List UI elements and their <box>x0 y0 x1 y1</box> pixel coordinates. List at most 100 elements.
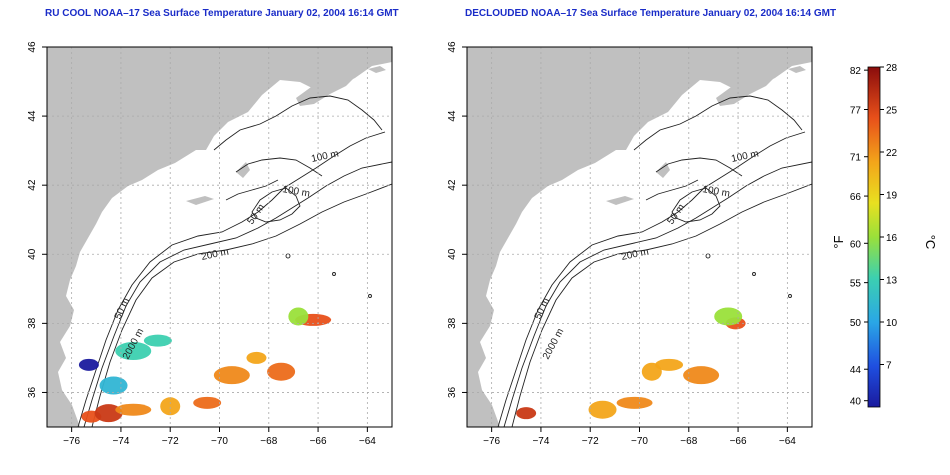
island-long-island <box>186 196 214 205</box>
sst-patch <box>516 407 537 420</box>
colorbar-c-tick-label: 19 <box>886 191 898 202</box>
y-tick-label: 44 <box>447 110 458 122</box>
colorbar-c-tick-label: 13 <box>886 276 898 287</box>
sst-patch <box>246 351 267 364</box>
sst-patch <box>213 366 250 385</box>
colorbar-celsius-ticks: 28 25 22 19 16 13 10 7 <box>880 63 898 372</box>
contour-georges-bank <box>671 187 721 223</box>
y-tick-label: 40 <box>27 248 38 260</box>
axes-right: −76 −74 −72 −70 −68 −66 −64 36 38 40 42 44 46 <box>447 41 796 447</box>
y-tick-label: 38 <box>27 317 38 329</box>
x-tick-label: −74 <box>112 436 129 447</box>
sst-patch <box>115 342 152 360</box>
y-tick-label: 36 <box>27 386 38 398</box>
sst-patch <box>267 362 296 381</box>
contour-georges-bank <box>251 187 301 223</box>
y-tick-label: 38 <box>447 317 458 329</box>
contour-shelf <box>645 179 699 201</box>
sst-patch <box>288 307 309 326</box>
bathymetry-contours <box>497 95 812 427</box>
colorbar-f-tick-label: 66 <box>850 192 862 203</box>
colorbar-fahrenheit-label: °F <box>831 235 846 248</box>
y-tick-label: 46 <box>447 41 458 53</box>
contour-gulf-of-maine <box>633 95 803 151</box>
colorbar-c-tick-label: 7 <box>886 361 892 372</box>
colorbar-f-tick-label: 77 <box>850 106 862 117</box>
sst-patch <box>588 400 617 419</box>
contour-200m <box>83 161 392 427</box>
colorbar-f-tick-label: 50 <box>850 318 862 329</box>
sst-patches <box>516 307 746 420</box>
colorbar-f-tick-label: 55 <box>850 279 862 290</box>
island-sable <box>368 66 386 73</box>
sst-patch <box>99 376 128 395</box>
contour-2000m <box>91 183 392 427</box>
colorbar-c-tick-label: 28 <box>886 63 898 74</box>
colorbar-f-tick-label: 40 <box>850 397 862 408</box>
y-tick-label: 40 <box>447 248 458 260</box>
sst-patches <box>78 307 332 423</box>
y-tick-label: 44 <box>27 110 38 122</box>
axes-left: −76 −74 −72 −70 −68 −66 −64 36 38 40 42 44 46 <box>27 41 376 447</box>
y-tick-label: 42 <box>27 179 38 191</box>
colorbar-c-tick-label: 25 <box>886 106 898 117</box>
temperature-colorbar: 82 77 71 66 60 55 50 44 40 28 25 22 19 16 13 10 7 °F °C <box>831 63 938 408</box>
contour-200m <box>503 161 812 427</box>
x-tick-label: −64 <box>359 436 376 447</box>
x-tick-label: −68 <box>680 436 697 447</box>
graticule <box>47 47 392 427</box>
sst-patch <box>143 334 172 347</box>
cape-cod <box>656 162 670 178</box>
x-tick-label: −68 <box>260 436 277 447</box>
y-tick-label: 36 <box>447 386 458 398</box>
x-tick-label: −72 <box>162 436 179 447</box>
y-tick-label: 46 <box>27 41 38 53</box>
contour-inner <box>655 157 743 177</box>
colorbar-f-tick-label: 82 <box>850 66 862 77</box>
colorbar-fahrenheit-ticks: 82 77 71 66 60 55 50 44 40 <box>850 66 868 408</box>
sst-patch <box>714 307 743 326</box>
bathymetry-contours <box>77 95 392 427</box>
colorbar-gradient <box>867 66 881 408</box>
sst-patch <box>655 358 684 371</box>
contour-label-100m: 100 m <box>701 184 730 200</box>
contour-shelf <box>225 179 279 201</box>
contour-50m <box>77 131 386 427</box>
colorbar-c-tick-label: 22 <box>886 148 898 159</box>
contour-gulf-of-maine <box>213 95 383 151</box>
contour-inner <box>235 157 323 177</box>
map-title-left: RU COOL NOAA–17 Sea Surface Temperature … <box>45 8 399 19</box>
x-tick-label: −72 <box>582 436 599 447</box>
colorbar-f-tick-label: 71 <box>850 153 862 164</box>
sst-patch <box>616 396 653 409</box>
colorbar-c-tick-label: 10 <box>886 318 898 329</box>
sst-patch <box>683 366 720 385</box>
x-tick-label: −70 <box>211 436 228 447</box>
colorbar-f-tick-label: 44 <box>850 365 862 376</box>
sst-patch <box>193 396 222 409</box>
island-sable <box>788 66 806 73</box>
x-tick-label: −74 <box>532 436 549 447</box>
colorbar-f-tick-label: 60 <box>850 239 862 250</box>
x-tick-label: −66 <box>310 436 327 447</box>
x-tick-label: −64 <box>779 436 796 447</box>
contour-label-100m: 100 m <box>281 184 310 200</box>
land-mass <box>467 47 812 427</box>
land-mass <box>47 47 392 427</box>
contour-2000m <box>511 183 812 427</box>
colorbar-c-tick-label: 16 <box>886 233 898 244</box>
x-tick-label: −76 <box>483 436 500 447</box>
y-tick-label: 42 <box>447 179 458 191</box>
colorbar-celsius-label: °C <box>923 235 938 250</box>
x-tick-label: −66 <box>730 436 747 447</box>
x-tick-label: −76 <box>63 436 80 447</box>
island-long-island <box>606 196 634 205</box>
contour-50m <box>497 131 806 427</box>
map-title-right: DECLOUDED NOAA–17 Sea Surface Temperatur… <box>465 8 837 19</box>
sst-patch <box>78 358 99 371</box>
graticule <box>467 47 812 427</box>
cape-cod <box>236 162 250 178</box>
x-tick-label: −70 <box>631 436 648 447</box>
